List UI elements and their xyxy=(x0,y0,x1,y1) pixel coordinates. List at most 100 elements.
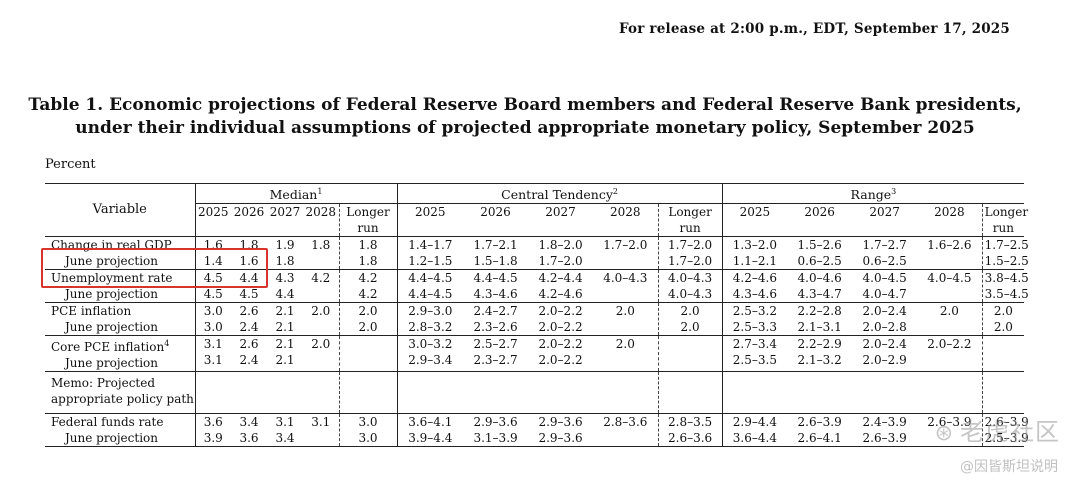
current-value: 2.9–3.6 xyxy=(538,415,583,430)
current-value: 4.2–4.6 xyxy=(732,271,777,286)
june-value: 4.5 xyxy=(239,287,259,302)
current-value: 4.0–4.5 xyxy=(927,271,972,286)
value-cell: 4.2–4.4 4.2–4.6 xyxy=(528,270,593,303)
central-tendency-header-text: Central Tendency xyxy=(501,187,613,203)
current-value: 2.0–2.4 xyxy=(862,304,907,319)
year-header: 2025 xyxy=(415,205,446,220)
current-value: 2.0 xyxy=(615,337,635,352)
value-cell: 2.0 xyxy=(303,335,340,372)
june-value: 2.0 xyxy=(680,320,700,335)
current-value: 3.0–3.2 xyxy=(408,337,453,352)
value-cell: 4.4 4.5 xyxy=(231,270,267,303)
value-cell: 1.7–2.0 xyxy=(593,236,659,270)
current-value: 2.0 xyxy=(311,304,331,319)
june-value: 2.0–2.2 xyxy=(538,320,583,335)
june-value xyxy=(305,352,337,368)
empty-cell xyxy=(982,372,1024,414)
year-header: 2025 xyxy=(197,205,229,220)
current-value: 2.5–3.2 xyxy=(732,304,777,319)
current-value: 3.1 xyxy=(275,415,295,430)
row-label: Core PCE inflation4 June projection xyxy=(45,335,196,372)
value-cell: 2.0–2.2 2.0–2.2 xyxy=(528,303,593,336)
current-value: 2.6–3.9 xyxy=(984,415,1029,430)
current-value: 1.6–2.6 xyxy=(927,238,972,253)
june-value: 2.6–4.1 xyxy=(797,431,842,446)
current-value: 3.1 xyxy=(203,337,223,352)
value-cell: 1.7–2.1 1.5–1.8 xyxy=(463,237,528,270)
value-cell: 1.9 1.8 xyxy=(267,237,303,270)
value-cell: 2.8–3.5 2.6–3.6 xyxy=(658,413,723,447)
value-cell: 3.0 3.0 xyxy=(195,303,231,336)
june-value: 1.6 xyxy=(239,254,259,269)
value-cell: 4.3 4.4 xyxy=(267,270,303,303)
june-value: 4.0–4.3 xyxy=(668,287,713,302)
june-value: 2.1 xyxy=(275,320,295,335)
current-value: 1.8–2.0 xyxy=(538,238,583,253)
june-projection-label: June projection xyxy=(65,356,158,371)
community-watermark: ⊛ 老虎社区 xyxy=(935,412,1060,447)
june-value: 1.2–1.5 xyxy=(408,254,453,269)
current-value: 4.3 xyxy=(275,271,295,286)
june-value: 4.3–4.6 xyxy=(473,287,518,302)
june-projection-label: June projection xyxy=(65,320,158,335)
central-tendency-header-footnote: 2 xyxy=(612,187,619,196)
june-value: 4.2–4.6 xyxy=(538,287,583,302)
longer-run-header: Longer run xyxy=(339,203,398,237)
row-label: Federal funds rate June projection xyxy=(45,413,196,447)
year-header: 2026 xyxy=(804,205,835,220)
june-value: 2.3–2.6 xyxy=(473,320,518,335)
current-value: 4.4 xyxy=(239,271,259,286)
value-cell: 1.7–2.7 0.6–2.5 xyxy=(852,237,917,270)
june-value: 2.0 xyxy=(993,320,1013,335)
current-value: 3.6–4.1 xyxy=(408,415,453,430)
current-value: 1.8 xyxy=(311,238,331,253)
variable-name: Unemployment rate xyxy=(51,271,173,286)
empty-cell xyxy=(303,371,340,414)
run-text: run xyxy=(357,221,379,236)
june-value: 2.8–3.2 xyxy=(408,320,453,335)
june-value: 2.0–2.9 xyxy=(862,353,907,368)
june-value xyxy=(595,319,656,335)
june-value: 3.6–4.4 xyxy=(732,431,777,446)
value-cell: 1.4–1.7 1.2–1.5 xyxy=(397,237,463,270)
current-value: 1.9 xyxy=(275,238,295,253)
current-value: 2.1 xyxy=(275,337,295,352)
current-value: 2.4–3.9 xyxy=(862,415,907,430)
current-value: 2.7–3.4 xyxy=(732,337,777,352)
june-value: 1.1–2.1 xyxy=(732,254,777,269)
current-value: 2.9–3.0 xyxy=(408,304,453,319)
value-cell: 4.0–4.5 xyxy=(917,269,983,303)
current-value: 2.0 xyxy=(680,304,700,319)
value-cell: 4.0–4.5 4.0–4.7 xyxy=(852,270,917,303)
value-cell: 2.9–3.0 2.8–3.2 xyxy=(397,303,463,336)
value-cell: 3.6 3.9 xyxy=(195,414,231,447)
june-projection-label: June projection xyxy=(65,254,158,269)
june-value: 2.5–3.3 xyxy=(732,320,777,335)
value-cell: 2.0 2.0 xyxy=(658,302,723,336)
value-cell: 4.4–4.5 4.3–4.6 xyxy=(463,270,528,303)
value-cell xyxy=(658,335,723,372)
june-value: 4.3–4.6 xyxy=(732,287,777,302)
value-cell: 2.0 xyxy=(593,335,659,372)
current-value: 4.4–4.5 xyxy=(473,271,518,286)
value-cell: 2.1 2.1 xyxy=(267,336,303,372)
year-header: 2027 xyxy=(269,205,301,220)
current-value: 2.6 xyxy=(239,337,259,352)
variable-name: PCE inflation xyxy=(51,304,132,319)
variable-footnote: 4 xyxy=(164,339,170,349)
june-value: 2.3–2.7 xyxy=(473,353,518,368)
year-header: 2025 xyxy=(739,205,771,220)
june-value: 1.8 xyxy=(358,254,378,269)
june-value: 1.7–2.0 xyxy=(538,254,583,269)
june-value: 1.5–2.5 xyxy=(984,254,1029,269)
june-value: 2.0 xyxy=(358,320,378,335)
june-value xyxy=(919,352,980,368)
june-value xyxy=(919,286,980,302)
current-value: 3.8–4.5 xyxy=(984,271,1029,286)
value-cell: 3.0 3.0 xyxy=(339,413,398,447)
current-value: 3.0 xyxy=(358,415,378,430)
june-value: 3.9–4.4 xyxy=(408,431,453,446)
longer-run-header: Longer run xyxy=(982,204,1028,237)
june-value xyxy=(305,319,337,335)
june-value: 4.4 xyxy=(275,287,295,302)
